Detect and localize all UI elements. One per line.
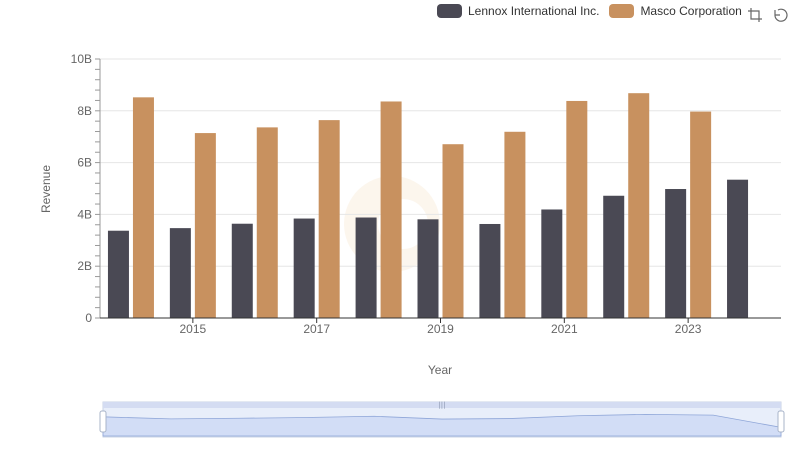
legend-item-lennox[interactable]: Lennox International Inc. — [437, 4, 599, 18]
bar-masco — [380, 101, 402, 318]
slider-left-handle[interactable] — [99, 410, 107, 433]
bar-lennox — [231, 223, 253, 318]
bar-lennox — [107, 230, 129, 318]
bar-masco — [690, 111, 712, 319]
bar-masco — [132, 97, 154, 318]
bar-masco — [194, 133, 216, 318]
toolbox — [747, 7, 797, 23]
bar-lennox — [355, 217, 377, 318]
bar-lennox — [417, 219, 439, 318]
y-tick-label: 8B — [77, 104, 92, 118]
y-tick-label: 10B — [71, 52, 92, 66]
restore-icon[interactable] — [772, 7, 788, 23]
bar-lennox — [169, 228, 191, 318]
legend-swatch-masco — [609, 4, 635, 18]
slider-grip-icon[interactable]: ||| — [438, 401, 445, 409]
y-tick-label: 2B — [77, 259, 92, 273]
legend-label-masco: Masco Corporation — [640, 4, 742, 18]
y-tick-label: 6B — [77, 156, 92, 170]
legend-label-lennox: Lennox International Inc. — [468, 4, 600, 18]
x-tick-label: 2017 — [303, 322, 330, 336]
x-tick-label: 2023 — [675, 322, 702, 336]
bar-masco — [256, 127, 278, 318]
slider-selection[interactable] — [103, 402, 781, 408]
legend-item-masco[interactable]: Masco Corporation — [609, 4, 742, 18]
bar-lennox — [727, 179, 749, 318]
bar-lennox — [293, 218, 315, 318]
y-tick-label: 4B — [77, 207, 92, 221]
data-zoom-slider[interactable]: ||| — [99, 401, 785, 438]
x-axis-title: Year — [428, 363, 452, 377]
bar-masco — [628, 93, 650, 318]
legend-swatch-lennox — [437, 4, 462, 18]
bar-masco — [442, 144, 464, 318]
zoom-icon[interactable] — [747, 7, 763, 23]
y-tick-label: 0 — [85, 311, 92, 325]
legend: Lennox International Inc. Masco Corporat… — [437, 4, 752, 18]
bar-lennox — [665, 189, 687, 318]
bar-lennox — [541, 209, 563, 318]
bar-masco — [566, 100, 588, 318]
x-tick-label: 2019 — [427, 322, 454, 336]
bar-masco — [318, 120, 340, 319]
y-axis-title: Revenue — [39, 165, 53, 213]
bar-lennox — [603, 195, 625, 318]
slider-right-handle[interactable] — [777, 410, 785, 433]
slider-preview-line — [102, 413, 782, 437]
x-tick-label: 2021 — [551, 322, 578, 336]
bar-lennox — [479, 223, 501, 318]
x-tick-label: 2015 — [180, 322, 207, 336]
bar-masco — [504, 131, 526, 318]
